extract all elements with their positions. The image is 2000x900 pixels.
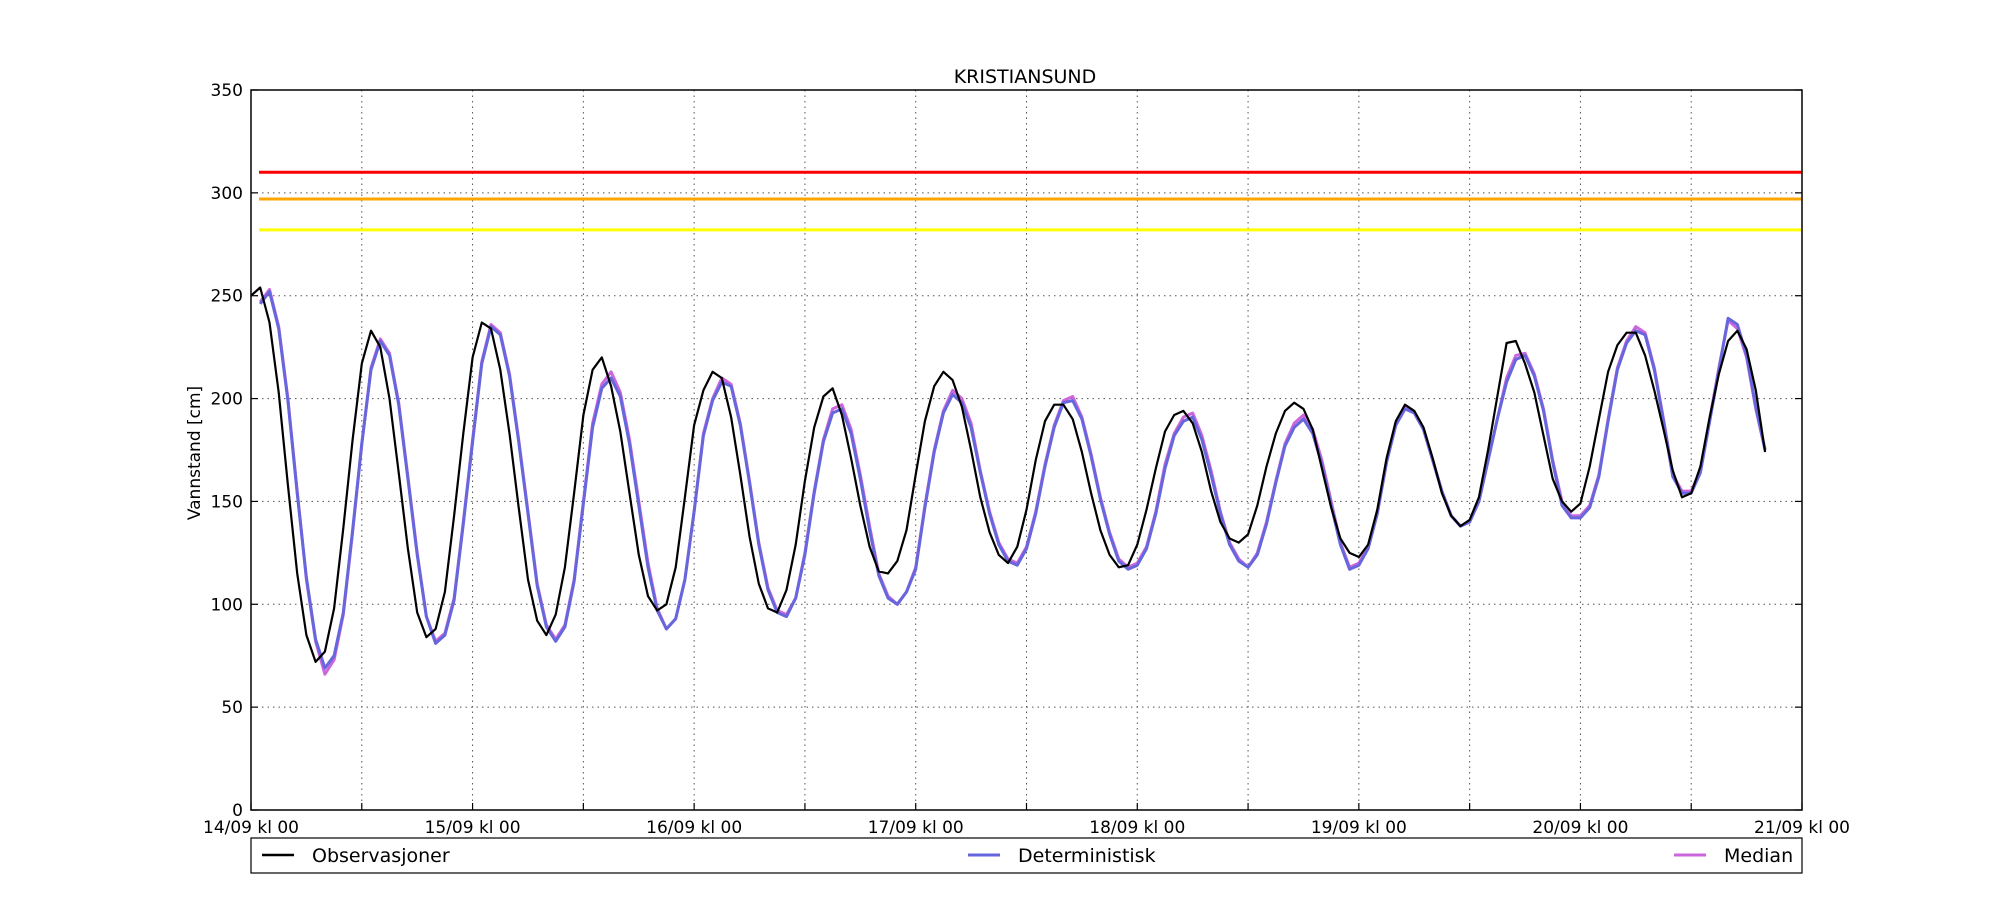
y-tick-label: 50 xyxy=(221,698,243,718)
y-tick-label: 250 xyxy=(211,287,243,307)
legend-label-deterministisk: Deterministisk xyxy=(1018,845,1156,867)
x-tick-label: 21/09 kl 00 xyxy=(1754,818,1850,838)
y-tick-label: 150 xyxy=(211,492,243,512)
threshold-lines xyxy=(259,170,1802,232)
x-axis-ticks: 14/09 kl 00 15/09 kl 00 16/09 kl 00 17/09 k… xyxy=(203,803,1850,838)
legend-frame xyxy=(250,837,1803,874)
y-tick-label: 350 xyxy=(211,81,243,101)
x-tick-label: 18/09 kl 00 xyxy=(1089,818,1185,838)
legend-label-observasjoner: Observasjoner xyxy=(312,845,450,867)
y-tick-label: 300 xyxy=(211,184,243,204)
legend-label-median: Median xyxy=(1724,845,1793,867)
y-tick-label: 100 xyxy=(211,595,243,615)
series-line-observasjoner xyxy=(250,286,1767,663)
grid-lines xyxy=(251,90,1802,810)
x-tick-label: 17/09 kl 00 xyxy=(868,818,964,838)
series-lines xyxy=(250,286,1767,676)
y-axis-label: Vannstand [cm] xyxy=(185,386,205,520)
legend: Observasjoner Deterministisk Median xyxy=(250,837,1803,874)
x-tick-label: 20/09 kl 00 xyxy=(1532,818,1628,838)
x-tick-label: 16/09 kl 00 xyxy=(646,818,742,838)
series-line-deterministisk xyxy=(259,290,1767,670)
y-tick-label: 200 xyxy=(211,390,243,410)
x-tick-label: 14/09 kl 00 xyxy=(203,818,299,838)
x-tick-label: 19/09 kl 00 xyxy=(1311,818,1407,838)
y-axis-ticks: 0 50 100 150 200 250 300 350 xyxy=(211,81,1802,821)
y-tick-label: 0 xyxy=(232,801,243,821)
x-tick-label: 15/09 kl 00 xyxy=(425,818,521,838)
chart-title: KRISTIANSUND xyxy=(954,66,1097,88)
